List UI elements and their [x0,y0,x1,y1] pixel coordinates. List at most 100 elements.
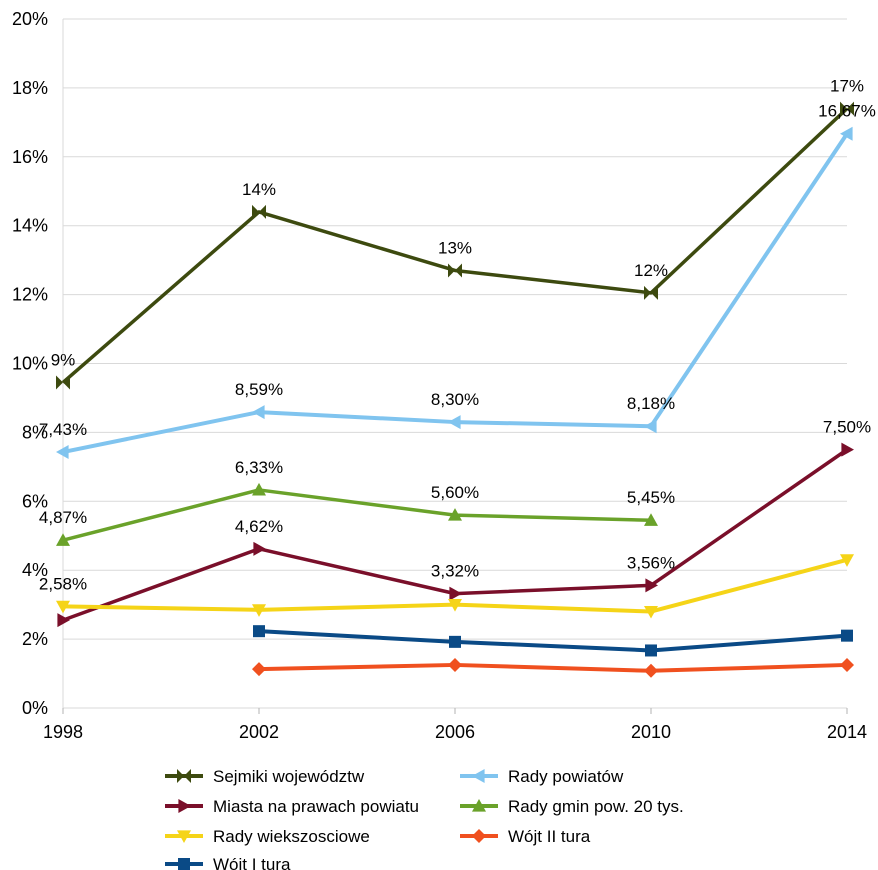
series-point [840,101,854,116]
legend-swatch-marker [472,799,486,812]
y-tick-label: 14% [12,216,48,236]
series-point [252,604,266,617]
series-line [62,488,652,542]
series-point [449,586,462,601]
data-label: 2,58% [39,574,87,593]
data-label: 17% [830,77,864,96]
series-point [57,613,70,628]
data-label: 4,87% [39,508,87,527]
data-label: 5,60% [431,483,479,502]
series-point [56,533,70,546]
legend-label: Rady wiekszosciowe [213,827,370,846]
series-point [56,445,69,460]
series-point [841,442,854,457]
legend-swatch-marker [472,829,486,843]
legend-label: Wójt II tura [508,827,591,846]
series-lines [56,101,854,678]
y-tick-label: 12% [12,285,48,305]
y-tick-label: 20% [12,9,48,29]
y-tick-label: 16% [12,147,48,167]
x-tick-label: 1998 [43,722,83,742]
legend: Sejmiki województw Rady powiatów Miasta na… [165,767,684,870]
series-point [448,415,461,430]
data-label: 8,30% [431,390,479,409]
legend-label: Sejmiki województw [213,767,365,786]
axes: 0% 2% 4% 6% 8% 10% 12% 14% 16% 18% 20% 1998 2002 2006… [12,9,867,742]
data-label: 16,67% [818,102,876,121]
y-tick-label: 8% [22,422,48,442]
series-point [644,663,658,678]
series-point [252,204,266,219]
series-point [448,508,462,521]
series-point [840,657,854,672]
series-point [253,625,265,638]
series-point [448,263,462,278]
legend-item: Wójt II tura [460,827,591,846]
series-point [644,513,658,526]
legend-label: Miasta na prawach powiatu [213,797,419,816]
data-label: 13% [438,238,472,257]
y-tick-label: 10% [12,354,48,374]
data-label: 7,50% [823,418,871,437]
data-label: 14% [242,180,276,199]
x-tick-label: 2014 [827,722,867,742]
series-point [448,599,462,612]
data-label: 9% [51,350,76,369]
series-3 [56,482,658,546]
x-tick-label: 2002 [239,722,279,742]
data-label: 12% [634,261,668,280]
legend-item: Rady wiekszosciowe [165,827,370,846]
data-label: 3,56% [627,553,675,572]
data-label: 6,33% [235,458,283,477]
series-point [644,605,658,619]
series-point [253,541,266,556]
legend-item: Wójt I tura [165,855,291,870]
legend-swatch-marker [178,799,191,813]
data-label: 8,59% [235,380,283,399]
series-point [644,419,657,434]
series-point [645,578,658,593]
y-tick-label: 0% [22,698,48,718]
series-point [56,600,70,614]
series-point [840,554,854,567]
series-point [449,635,461,648]
series-point [252,482,266,496]
y-tick-label: 4% [22,560,48,580]
x-tick-label: 2010 [631,722,671,742]
series-0 [56,101,854,390]
series-point [840,126,853,141]
legend-swatch-marker [177,769,191,783]
series-2 [57,442,854,628]
series-point [448,657,462,672]
data-label: 4,62% [235,517,283,536]
grid [62,18,847,709]
series-4 [56,554,854,619]
y-tick-label: 6% [22,491,48,511]
y-tick-label: 18% [12,78,48,98]
legend-swatch-marker [472,769,485,783]
data-label: 8,18% [627,394,675,413]
legend-item: Miasta na prawach powiatu [165,797,419,816]
legend-label: Rady gmin pow. 20 tys. [508,797,684,816]
series-line [258,629,848,653]
legend-label: Wójt I tura [213,855,291,870]
data-label: 5,45% [627,488,675,507]
series-point [645,644,657,657]
legend-item: Sejmiki województw [165,767,365,786]
x-tick-label: 2006 [435,722,475,742]
data-label: 3,32% [431,562,479,581]
legend-swatch-marker [178,858,190,870]
series-point [252,405,265,420]
legend-item: Rady powiatów [460,767,624,786]
data-label: 7,43% [39,420,87,439]
series-5 [252,657,854,678]
series-point [644,285,658,300]
legend-label: Rady powiatów [508,767,624,786]
series-1 [56,126,853,460]
series-point [56,375,70,390]
series-point [252,662,266,677]
data-labels: 9% 14% 13% 12% 17% 7,43% 8,59% 8,30% 8,18% 16,67%… [39,77,876,594]
y-tick-label: 2% [22,629,48,649]
legend-item: Rady gmin pow. 20 tys. [460,797,684,816]
